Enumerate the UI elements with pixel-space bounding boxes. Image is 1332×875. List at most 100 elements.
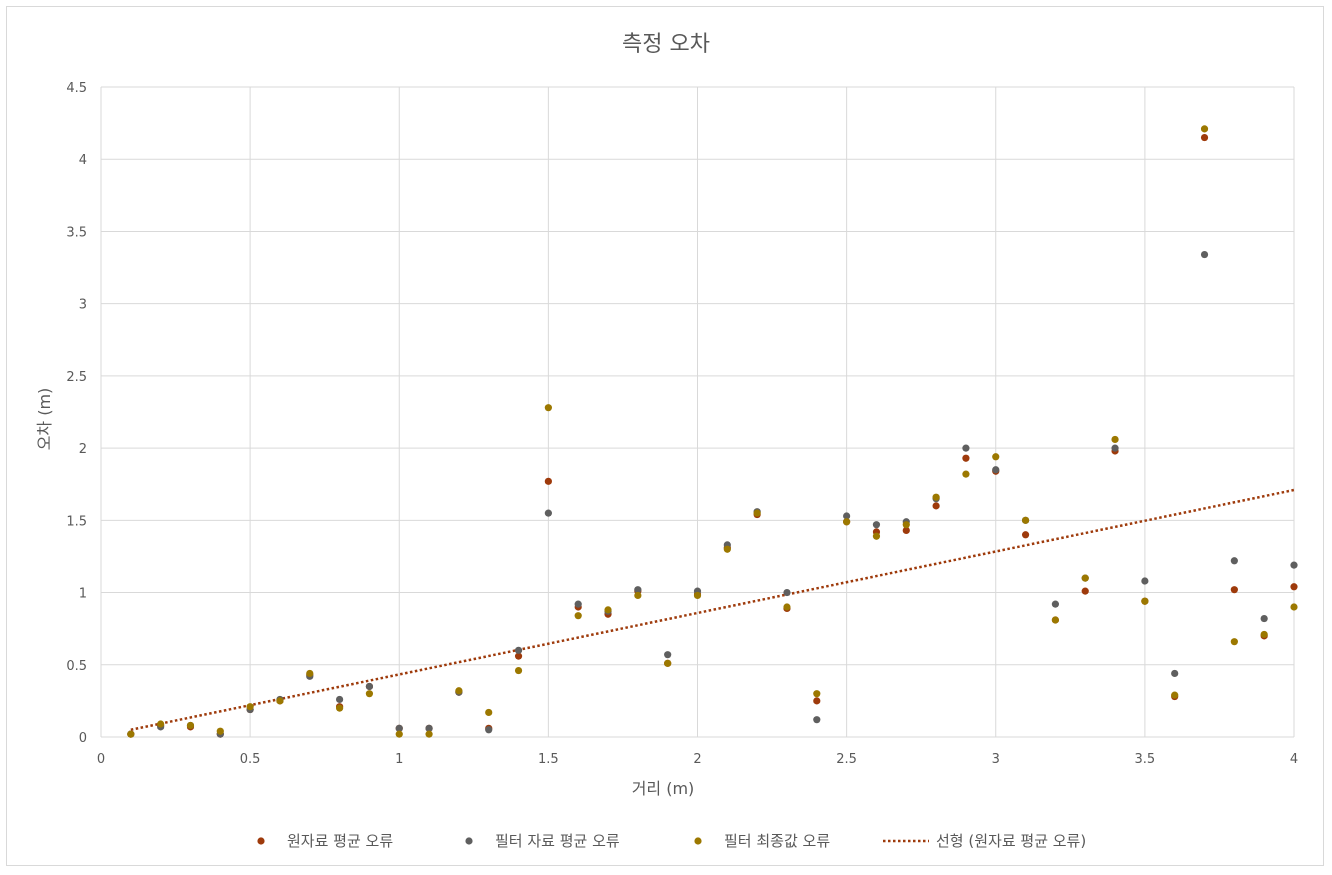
data-point: [514, 646, 523, 654]
data-point: [1200, 133, 1209, 142]
data-point: [843, 512, 851, 520]
trendline: [130, 488, 1295, 732]
data-point: [157, 720, 165, 728]
data-point: [1200, 250, 1209, 259]
legend-label: 필터 최종값 오류: [724, 832, 830, 850]
data-point: [574, 612, 582, 620]
data-point: [902, 526, 910, 535]
data-point: [634, 591, 642, 600]
y-axis-title: 오차 (m): [35, 388, 54, 451]
chart-frame: 측정 오차 0 0.5 1 1.5 2 2.5 3 3.5 4 4.5 0 0.5 1 1.5 2 2.5 3 3…: [6, 6, 1324, 866]
y-tick-label: 3.5: [66, 225, 87, 240]
data-point: [365, 682, 374, 691]
data-point: [962, 444, 970, 452]
data-point: [1200, 125, 1209, 133]
data-point: [843, 518, 851, 526]
data-point: [604, 606, 612, 614]
data-point: [514, 652, 523, 660]
y-tick-label: 0: [79, 731, 87, 746]
x-tick-label: 4: [1290, 752, 1298, 767]
x-tick-label: 0: [97, 752, 105, 767]
data-point: [485, 726, 493, 734]
data-point: [813, 697, 821, 705]
data-point: [902, 521, 910, 529]
y-tick-label: 4.5: [66, 81, 87, 96]
data-point: [1230, 638, 1238, 646]
data-point: [395, 724, 403, 732]
data-point: [336, 695, 344, 704]
data-point: [127, 730, 135, 738]
data-point: [485, 708, 493, 717]
data-point: [1260, 630, 1268, 639]
y-tick-label: 2: [79, 442, 87, 457]
legend-label: 필터 자료 평균 오류: [495, 832, 620, 850]
data-point: [992, 466, 1000, 474]
data-point: [1081, 587, 1089, 595]
legend-item: 선형 (원자료 평균 오류): [883, 832, 1086, 850]
legend-label: 원자료 평균 오류: [287, 832, 393, 850]
y-tick-label: 2.5: [66, 370, 87, 385]
data-point: [1111, 444, 1119, 452]
data-point: [992, 453, 1000, 461]
data-point: [783, 588, 791, 597]
data-point: [753, 509, 761, 517]
x-tick-label: 2.5: [836, 752, 857, 767]
data-point: [1290, 583, 1298, 591]
data-point: [1141, 597, 1149, 605]
data-point: [306, 669, 314, 678]
data-point: [425, 730, 433, 738]
x-tick-label: 2: [693, 752, 701, 767]
data-point: [932, 493, 940, 501]
y-tick-label: 0.5: [66, 659, 87, 674]
data-point: [276, 697, 284, 705]
data-point: [544, 509, 552, 517]
grid-lines: [100, 86, 1295, 738]
data-point: [365, 690, 374, 698]
legend-marker: [257, 837, 265, 845]
data-point: [246, 703, 254, 711]
data-point: [1260, 614, 1268, 623]
data-point: [723, 545, 731, 553]
data-point: [1171, 691, 1179, 699]
data-point: [783, 603, 791, 611]
data-point: [1111, 435, 1119, 444]
data-point: [664, 659, 672, 667]
data-point: [664, 651, 672, 659]
legend-item: 필터 최종값 오류: [694, 832, 830, 850]
data-point: [216, 727, 224, 735]
data-point: [813, 716, 821, 724]
data-point: [1230, 586, 1238, 594]
data-point: [425, 724, 433, 732]
legend-item: 필터 자료 평균 오류: [465, 832, 620, 850]
data-point: [962, 454, 970, 462]
legend-marker: [465, 837, 473, 845]
y-tick-label: 4: [79, 153, 87, 168]
data-points: [127, 125, 1298, 738]
legend-marker: [694, 837, 702, 845]
data-point: [1081, 574, 1089, 582]
data-point: [1021, 516, 1030, 524]
series-3: [127, 125, 1298, 738]
x-tick-label: 0.5: [240, 752, 261, 767]
chart-title: 측정 오차: [622, 32, 710, 57]
data-point: [693, 591, 702, 600]
data-point: [962, 470, 970, 478]
data-point: [1021, 531, 1030, 539]
data-point: [1051, 600, 1059, 608]
x-tick-label: 1: [395, 752, 403, 767]
data-point: [813, 690, 821, 698]
data-point: [1051, 616, 1059, 624]
data-point: [932, 502, 940, 510]
data-point: [544, 477, 552, 485]
data-point: [395, 730, 403, 738]
data-point: [455, 687, 463, 695]
data-point: [872, 532, 881, 540]
x-axis-title: 거리 (m): [632, 779, 695, 798]
y-tick-label: 1: [79, 587, 87, 602]
data-point: [574, 600, 582, 608]
data-point: [544, 404, 552, 412]
data-point: [336, 704, 344, 712]
x-tick-label: 1.5: [538, 752, 559, 767]
x-tick-label: 3.5: [1135, 752, 1156, 767]
legend-label: 선형 (원자료 평균 오류): [936, 832, 1086, 850]
